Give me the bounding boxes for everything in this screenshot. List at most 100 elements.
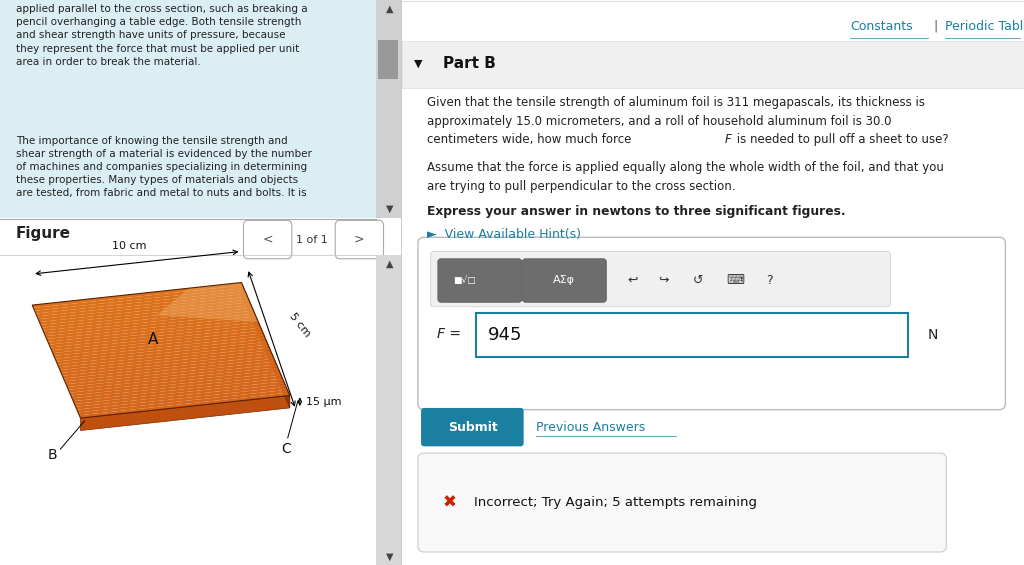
FancyBboxPatch shape [476,313,907,357]
Polygon shape [37,294,248,319]
Polygon shape [69,367,279,393]
Polygon shape [52,331,263,356]
Polygon shape [58,345,269,370]
Polygon shape [54,333,264,359]
Polygon shape [57,342,268,367]
FancyBboxPatch shape [0,0,376,218]
Polygon shape [66,362,276,387]
FancyBboxPatch shape [244,220,292,259]
Text: B: B [47,448,57,462]
Text: F: F [724,133,731,146]
Polygon shape [51,328,262,353]
FancyBboxPatch shape [335,220,384,259]
Polygon shape [72,376,283,401]
Polygon shape [55,336,265,362]
Polygon shape [38,297,249,322]
Text: >: > [354,233,365,246]
Text: are trying to pull perpendicular to the cross section.: are trying to pull perpendicular to the … [427,180,736,193]
FancyBboxPatch shape [430,251,890,307]
Polygon shape [62,353,272,379]
Text: Incorrect; Try Again; 5 attempts remaining: Incorrect; Try Again; 5 attempts remaini… [474,496,757,510]
Text: C: C [281,442,291,456]
Text: applied parallel to the cross section, such as breaking a
pencil overhanging a t: applied parallel to the cross section, s… [16,4,308,67]
Text: ▼: ▼ [386,552,393,562]
Polygon shape [60,347,270,373]
Text: N: N [928,328,938,342]
Text: ■√□: ■√□ [454,276,476,285]
Text: ✖: ✖ [442,494,456,512]
Polygon shape [50,325,261,350]
Polygon shape [32,282,243,308]
Text: approximately 15.0 micrometers, and a roll of household aluminum foil is 30.0: approximately 15.0 micrometers, and a ro… [427,115,892,128]
Polygon shape [44,311,255,336]
Text: ▲: ▲ [386,4,393,14]
Text: The importance of knowing the tensile strength and
shear strength of a material : The importance of knowing the tensile st… [16,136,312,198]
Polygon shape [75,381,285,407]
Polygon shape [35,288,245,314]
Polygon shape [45,314,256,339]
Polygon shape [47,316,257,342]
Text: ↪: ↪ [658,273,669,287]
Text: ↺: ↺ [692,273,702,287]
FancyBboxPatch shape [378,40,398,79]
Text: 10 cm: 10 cm [112,241,146,251]
Text: Express your answer in newtons to three significant figures.: Express your answer in newtons to three … [427,205,846,218]
Text: Submit: Submit [447,420,498,434]
Polygon shape [70,370,281,395]
Polygon shape [242,282,290,408]
Polygon shape [41,302,251,328]
Text: Assume that the force is applied equally along the whole width of the foil, and : Assume that the force is applied equally… [427,161,944,174]
Text: ↩: ↩ [627,273,638,287]
Polygon shape [77,387,288,412]
Polygon shape [74,379,284,404]
FancyBboxPatch shape [421,408,523,446]
Polygon shape [68,364,278,390]
Text: A: A [147,332,158,346]
Text: Part B: Part B [442,56,496,71]
Polygon shape [65,359,275,384]
Text: is needed to pull off a sheet to use?: is needed to pull off a sheet to use? [733,133,948,146]
Text: <: < [262,233,272,246]
Text: F =: F = [436,328,461,341]
Text: ►  View Available Hint(s): ► View Available Hint(s) [427,228,582,241]
FancyBboxPatch shape [418,237,1006,410]
Text: centimeters wide, how much force: centimeters wide, how much force [427,133,636,146]
Text: ⌨: ⌨ [726,273,744,287]
Polygon shape [157,282,258,322]
Text: 945: 945 [488,326,522,344]
Text: ▲: ▲ [386,259,393,269]
FancyBboxPatch shape [376,255,402,565]
FancyBboxPatch shape [376,0,402,218]
Text: ΑΣφ: ΑΣφ [553,275,575,285]
Polygon shape [42,305,252,331]
Polygon shape [61,350,271,376]
Text: Previous Answers: Previous Answers [537,420,645,434]
FancyBboxPatch shape [438,259,522,302]
Polygon shape [56,339,267,364]
Text: Constants: Constants [850,20,912,33]
FancyBboxPatch shape [418,453,946,552]
Polygon shape [34,285,244,311]
Text: |: | [934,20,938,33]
Polygon shape [78,390,289,415]
Polygon shape [49,322,259,347]
Text: Periodic Table: Periodic Table [945,20,1024,33]
Text: Given that the tensile strength of aluminum foil is 311 megapascals, its thickne: Given that the tensile strength of alumi… [427,96,926,109]
Polygon shape [43,308,254,333]
Polygon shape [76,384,286,410]
Text: ▼: ▼ [386,203,393,214]
Polygon shape [79,393,290,418]
Polygon shape [63,356,274,381]
Polygon shape [40,299,250,325]
Text: ?: ? [766,273,772,287]
Text: Figure: Figure [16,226,71,241]
Text: 5 cm: 5 cm [288,311,312,339]
Polygon shape [48,319,258,345]
FancyBboxPatch shape [402,41,1024,88]
Text: 1 of 1: 1 of 1 [296,234,328,245]
Polygon shape [81,396,290,431]
Polygon shape [36,291,247,316]
FancyBboxPatch shape [522,259,606,302]
Polygon shape [71,373,282,398]
Text: ▼: ▼ [414,59,422,69]
